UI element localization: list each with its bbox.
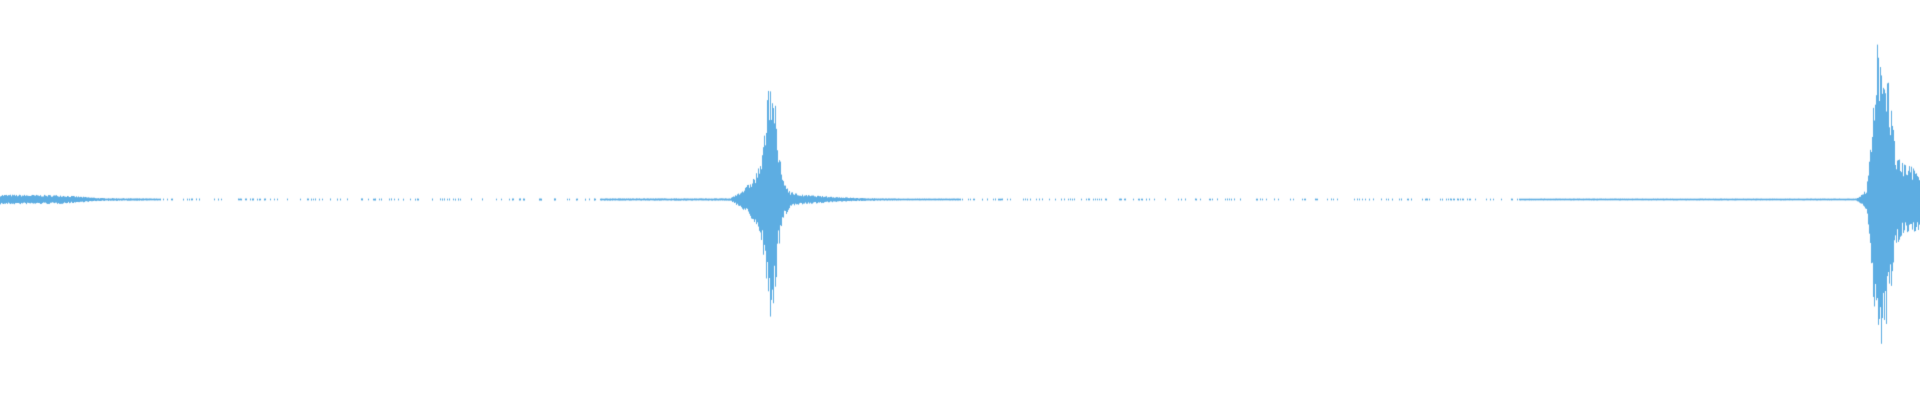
audio-waveform[interactable] <box>0 0 1920 400</box>
waveform-view[interactable] <box>0 0 1920 400</box>
